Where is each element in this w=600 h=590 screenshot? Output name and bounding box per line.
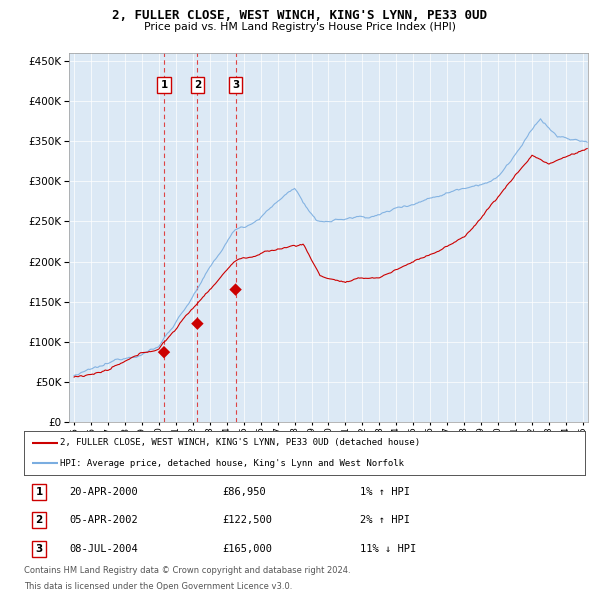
Text: £86,950: £86,950 xyxy=(222,487,266,497)
Text: 1% ↑ HPI: 1% ↑ HPI xyxy=(360,487,410,497)
Text: 2, FULLER CLOSE, WEST WINCH, KING'S LYNN, PE33 0UD: 2, FULLER CLOSE, WEST WINCH, KING'S LYNN… xyxy=(113,9,487,22)
Text: HPI: Average price, detached house, King's Lynn and West Norfolk: HPI: Average price, detached house, King… xyxy=(61,458,404,467)
Text: 3: 3 xyxy=(35,544,43,553)
Text: 2: 2 xyxy=(194,80,201,90)
Text: £122,500: £122,500 xyxy=(222,516,272,525)
Text: Contains HM Land Registry data © Crown copyright and database right 2024.: Contains HM Land Registry data © Crown c… xyxy=(24,566,350,575)
Text: 11% ↓ HPI: 11% ↓ HPI xyxy=(360,544,416,553)
Text: £165,000: £165,000 xyxy=(222,544,272,553)
Text: 08-JUL-2004: 08-JUL-2004 xyxy=(69,544,138,553)
Text: 20-APR-2000: 20-APR-2000 xyxy=(69,487,138,497)
Text: 2% ↑ HPI: 2% ↑ HPI xyxy=(360,516,410,525)
Text: 05-APR-2002: 05-APR-2002 xyxy=(69,516,138,525)
Text: 3: 3 xyxy=(232,80,239,90)
Point xyxy=(159,348,169,357)
Point xyxy=(231,285,241,294)
Text: 1: 1 xyxy=(35,487,43,497)
Text: This data is licensed under the Open Government Licence v3.0.: This data is licensed under the Open Gov… xyxy=(24,582,292,590)
Text: 1: 1 xyxy=(160,80,167,90)
Text: Price paid vs. HM Land Registry's House Price Index (HPI): Price paid vs. HM Land Registry's House … xyxy=(144,22,456,32)
Point xyxy=(193,319,202,329)
Text: 2: 2 xyxy=(35,516,43,525)
Text: 2, FULLER CLOSE, WEST WINCH, KING'S LYNN, PE33 0UD (detached house): 2, FULLER CLOSE, WEST WINCH, KING'S LYNN… xyxy=(61,438,421,447)
